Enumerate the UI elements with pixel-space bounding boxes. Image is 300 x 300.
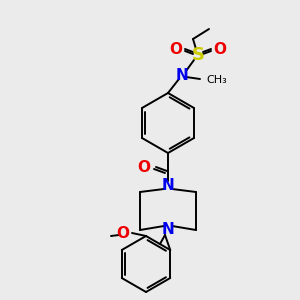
Text: N: N (162, 223, 174, 238)
Text: CH₃: CH₃ (206, 75, 227, 85)
Text: S: S (191, 46, 205, 64)
Text: N: N (176, 68, 188, 82)
Text: O: O (137, 160, 151, 175)
Text: O: O (116, 226, 130, 241)
Text: N: N (162, 178, 174, 193)
Text: O: O (169, 43, 182, 58)
Text: O: O (214, 43, 226, 58)
